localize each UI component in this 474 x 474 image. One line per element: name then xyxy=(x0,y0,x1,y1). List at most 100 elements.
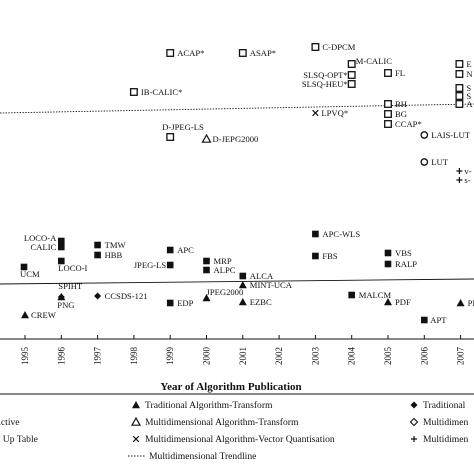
data-point-a-20 xyxy=(455,100,464,108)
data-point-d-jpeg-ls-12 xyxy=(166,133,175,141)
data-point-loco-a-23 xyxy=(58,237,65,245)
data-point-s-22 xyxy=(456,177,463,183)
legend-swatch-4 xyxy=(130,416,142,426)
point-label-lais-lut: LAIS-LUT xyxy=(431,130,470,140)
legend-label-6: ook Up Table xyxy=(0,434,38,445)
data-point-vbs-34 xyxy=(384,249,392,257)
data-point-crew-48 xyxy=(21,311,29,319)
data-point-mrp-31 xyxy=(203,257,210,265)
point-label-calic: CALIC xyxy=(31,242,57,252)
point-label-slsq-heu: SLSQ-HEU* xyxy=(302,79,348,89)
point-label-vbs: VBS xyxy=(395,248,412,258)
data-point-alca-37 xyxy=(239,272,247,280)
data-point-ralp-35 xyxy=(384,260,392,268)
point-label-png: PNG xyxy=(57,300,74,310)
point-label-s: S xyxy=(466,91,471,101)
point-label-spiht: SPIHT xyxy=(58,281,83,291)
point-label-jpeg2000: JPEG2000 xyxy=(207,287,244,297)
data-point-s-19 xyxy=(455,92,464,100)
point-label-bh: BH xyxy=(395,99,407,109)
x-tick-label-2003: 2003 xyxy=(310,347,320,366)
x-axis-title: Year of Algorithm Publication xyxy=(160,381,301,393)
data-point-ib-calic-7 xyxy=(129,88,138,96)
data-point-apt-49 xyxy=(421,316,428,324)
data-point-ccap-11 xyxy=(384,120,392,128)
data-point-lais-lut-14 xyxy=(420,131,429,139)
data-point-fbs-33 xyxy=(312,252,319,260)
point-label-ucm: UCM xyxy=(20,269,40,279)
data-point-s-18 xyxy=(455,84,464,92)
x-tick-label-2004: 2004 xyxy=(347,347,357,366)
data-point-fl-4 xyxy=(384,69,392,77)
data-point-apc-27 xyxy=(166,246,174,254)
point-label-d-jepg2000: D-JEPG2000 xyxy=(213,134,259,144)
point-label-fl: FL xyxy=(395,68,405,78)
point-label-jpeg-ls: JPEG-LS xyxy=(134,260,167,270)
data-point-mint-uca-38 xyxy=(238,281,247,289)
point-label-ib-calic: IB-CALIC* xyxy=(141,87,183,97)
point-label-loco-a: LOCO-A xyxy=(24,233,57,243)
legend-label-9: Multidimensional Trendline xyxy=(149,451,256,462)
legend-label-5: Multidimen xyxy=(423,417,469,428)
data-point-slsq-opt-5 xyxy=(347,71,356,79)
point-label-loco-i: LOCO-I xyxy=(58,263,87,273)
legend-label-8: Multidimen xyxy=(423,434,469,445)
data-point-jpeg2000-42 xyxy=(202,294,211,302)
point-label-n: N xyxy=(466,69,473,79)
point-label-e: E xyxy=(466,59,471,69)
point-label-bg: BG xyxy=(395,109,407,119)
legend-label-7: Multidimensional Algorithm-Vector Quanti… xyxy=(145,434,335,445)
x-tick-label-2000: 2000 xyxy=(202,347,212,366)
point-label-pdf: PDF xyxy=(395,297,411,307)
x-axis: 1995 1996 1997 1998 1999 2000 2001 2002 2003 2004… xyxy=(0,335,474,365)
data-point-pi-47 xyxy=(456,299,465,307)
data-point-lut-15 xyxy=(420,158,429,166)
x-tick-label-2001: 2001 xyxy=(238,347,248,365)
x-tick-label-1998: 1998 xyxy=(129,347,139,366)
point-label-tmw: TMW xyxy=(105,240,127,250)
data-point-ezbc-44 xyxy=(238,298,247,306)
legend-swatch-8 xyxy=(411,436,417,442)
legend-entry-4: Multidimensional Algorithm-Transform xyxy=(130,416,299,428)
x-tick-label-2007: 2007 xyxy=(456,347,466,366)
point-label-fbs: FBS xyxy=(322,251,338,261)
point-label-pi: PI xyxy=(468,298,474,308)
data-point-asap-1 xyxy=(238,49,247,57)
point-label-m-calic: M-CALIC xyxy=(356,56,393,66)
data-point-d-jepg2000-13 xyxy=(201,133,212,143)
legend-entry-9: Multidimensional Trendline xyxy=(128,451,256,462)
data-point-bh-9 xyxy=(384,100,392,108)
data-point-c-dpcm-2 xyxy=(311,43,320,51)
point-label-acap: ACAP* xyxy=(177,48,204,58)
point-label-s: S xyxy=(466,83,471,93)
legend-entry-8: Multidimen xyxy=(411,434,469,445)
data-point-malcm-45 xyxy=(348,291,355,299)
point-label-v: v- xyxy=(464,166,471,176)
point-label-crew: CREW xyxy=(31,310,57,320)
x-tick-label-1997: 1997 xyxy=(93,347,103,366)
point-label-alpc: ALPC xyxy=(214,265,236,275)
legend-entry-3: redictive xyxy=(0,417,20,428)
data-point-apc-wls-28 xyxy=(312,230,319,238)
x-tick-label-1995: 1995 xyxy=(20,347,30,366)
point-label-apt: APT xyxy=(430,315,447,325)
data-point-jpeg-ls-30 xyxy=(166,261,174,269)
point-label-mrp: MRP xyxy=(214,256,232,266)
x-tick-label-1999: 1999 xyxy=(165,347,175,366)
point-label-c-dpcm: C-DPCM xyxy=(322,42,355,52)
x-tick-label-2005: 2005 xyxy=(383,347,393,366)
data-point-e-16 xyxy=(455,60,464,68)
data-point-acap-0 xyxy=(166,49,175,57)
point-label-a: A xyxy=(466,99,473,109)
trendline-multidimensional xyxy=(0,103,474,114)
x-tick-label-2006: 2006 xyxy=(419,347,429,366)
data-point-alpc-32 xyxy=(203,266,210,274)
legend-swatch-2 xyxy=(410,401,418,409)
legend-entry-5: Multidimen xyxy=(409,417,469,428)
data-point-png-40 xyxy=(57,293,65,301)
data-point-slsq-heu-6 xyxy=(347,80,356,88)
data-point-tmw-25 xyxy=(94,241,101,249)
data-point-hbb-26 xyxy=(94,251,101,259)
